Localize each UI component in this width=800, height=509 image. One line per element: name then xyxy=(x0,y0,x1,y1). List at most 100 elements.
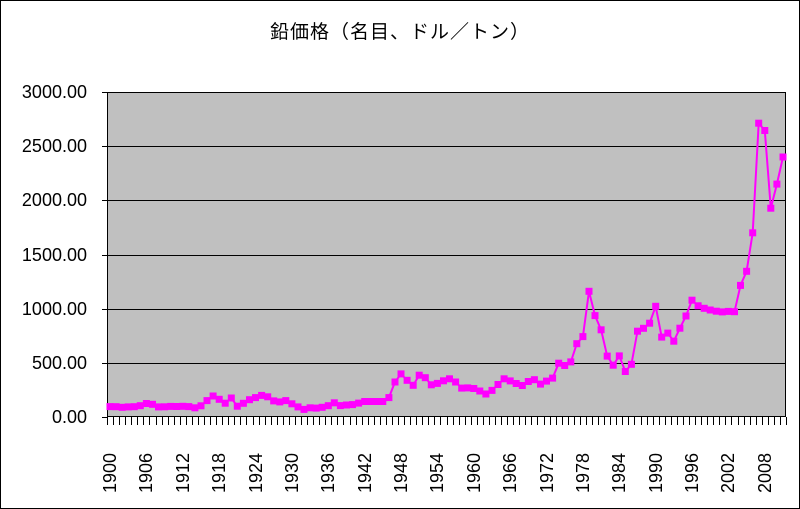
data-point-marker xyxy=(221,399,229,407)
data-point-marker xyxy=(227,394,235,402)
data-point-marker xyxy=(597,326,605,334)
data-point-marker xyxy=(476,387,484,395)
data-point-marker xyxy=(318,403,326,411)
data-point-marker xyxy=(700,304,708,312)
data-point-marker xyxy=(324,402,332,410)
data-point-marker xyxy=(264,393,272,401)
x-tick-label: 1942 xyxy=(354,452,375,493)
data-point-marker xyxy=(349,401,356,409)
data-point-marker xyxy=(743,267,751,275)
data-point-marker xyxy=(173,403,181,410)
data-point-marker xyxy=(609,361,617,369)
data-point-marker xyxy=(294,403,302,411)
data-point-marker xyxy=(385,394,393,402)
data-point-marker xyxy=(397,370,405,378)
data-point-marker xyxy=(591,312,599,320)
data-point-marker xyxy=(530,376,538,384)
chart-title: 鉛価格（名目、ドル／トン） xyxy=(269,22,530,43)
data-point-marker xyxy=(233,402,241,410)
y-tick-label: 500.00 xyxy=(31,352,87,373)
plot-border xyxy=(107,92,786,417)
data-point-marker xyxy=(185,403,193,411)
data-point-marker xyxy=(652,302,660,310)
data-point-marker xyxy=(543,377,550,385)
y-tick-label: 0.00 xyxy=(51,407,87,427)
x-tick-label: 1990 xyxy=(645,452,666,493)
data-point-marker xyxy=(737,281,744,289)
data-point-marker xyxy=(191,404,199,412)
plot-background xyxy=(107,92,786,417)
data-point-marker xyxy=(488,386,496,394)
data-point-marker xyxy=(712,307,720,315)
data-point-marker xyxy=(518,382,526,389)
data-point-marker xyxy=(749,229,757,237)
data-point-marker xyxy=(246,396,253,404)
data-point-marker xyxy=(427,381,435,389)
data-point-marker xyxy=(694,302,702,310)
data-point-marker xyxy=(615,352,623,360)
data-point-marker xyxy=(537,380,544,388)
data-point-marker xyxy=(258,391,266,399)
x-tick-label: 1912 xyxy=(172,452,193,493)
data-point-marker xyxy=(603,352,611,360)
data-point-marker xyxy=(421,374,429,382)
data-point-marker xyxy=(555,359,563,367)
data-point-marker xyxy=(561,362,569,369)
data-point-marker xyxy=(215,395,223,403)
data-point-marker xyxy=(524,378,532,385)
data-point-marker xyxy=(494,381,502,388)
data-point-marker xyxy=(409,381,417,389)
data-point-marker xyxy=(161,403,169,411)
data-point-marker xyxy=(658,333,666,341)
data-point-marker xyxy=(640,324,647,332)
data-point-marker xyxy=(761,127,769,134)
data-point-marker xyxy=(270,397,278,405)
data-point-marker xyxy=(506,377,514,385)
data-point-marker xyxy=(549,374,557,382)
data-point-marker xyxy=(276,398,284,406)
data-point-marker xyxy=(336,402,344,410)
data-point-marker xyxy=(440,377,447,385)
x-tick-label: 1966 xyxy=(500,452,521,493)
data-point-marker xyxy=(282,397,290,405)
data-point-marker xyxy=(670,337,678,345)
data-point-marker xyxy=(731,308,738,316)
data-point-marker xyxy=(646,319,654,327)
x-tick-label: 1972 xyxy=(536,452,557,493)
data-point-marker xyxy=(724,307,732,315)
data-point-marker xyxy=(579,333,587,341)
data-point-marker xyxy=(288,400,296,408)
x-tick-label: 2008 xyxy=(754,452,775,493)
data-point-marker xyxy=(458,384,466,392)
data-point-marker xyxy=(627,360,635,368)
data-point-marker xyxy=(367,398,375,405)
x-tick-label: 1948 xyxy=(391,452,412,493)
data-point-marker xyxy=(306,404,314,412)
data-point-marker xyxy=(682,312,690,320)
data-point-marker xyxy=(391,378,399,386)
data-point-marker xyxy=(676,324,684,332)
data-point-marker xyxy=(415,371,423,379)
data-point-marker xyxy=(142,400,150,407)
data-point-marker xyxy=(512,380,520,387)
data-point-marker xyxy=(433,379,441,387)
data-point-marker xyxy=(239,399,247,407)
x-tick-label: 2002 xyxy=(718,452,739,493)
data-point-marker xyxy=(112,403,120,411)
data-point-marker xyxy=(118,403,126,411)
y-tick-label: 2000.00 xyxy=(21,190,87,211)
x-tick-label: 1924 xyxy=(245,452,266,493)
data-point-marker xyxy=(149,400,156,408)
data-point-marker xyxy=(567,358,575,366)
data-point-marker xyxy=(755,119,763,127)
data-point-marker xyxy=(252,394,259,402)
data-point-marker xyxy=(124,403,132,411)
data-point-marker xyxy=(106,403,114,411)
x-tick-label: 1900 xyxy=(100,452,121,493)
x-tick-label: 1930 xyxy=(281,452,302,493)
data-point-marker xyxy=(779,153,787,161)
data-point-marker xyxy=(446,375,453,383)
y-tick-label: 1500.00 xyxy=(21,244,87,265)
data-point-marker xyxy=(452,378,460,386)
